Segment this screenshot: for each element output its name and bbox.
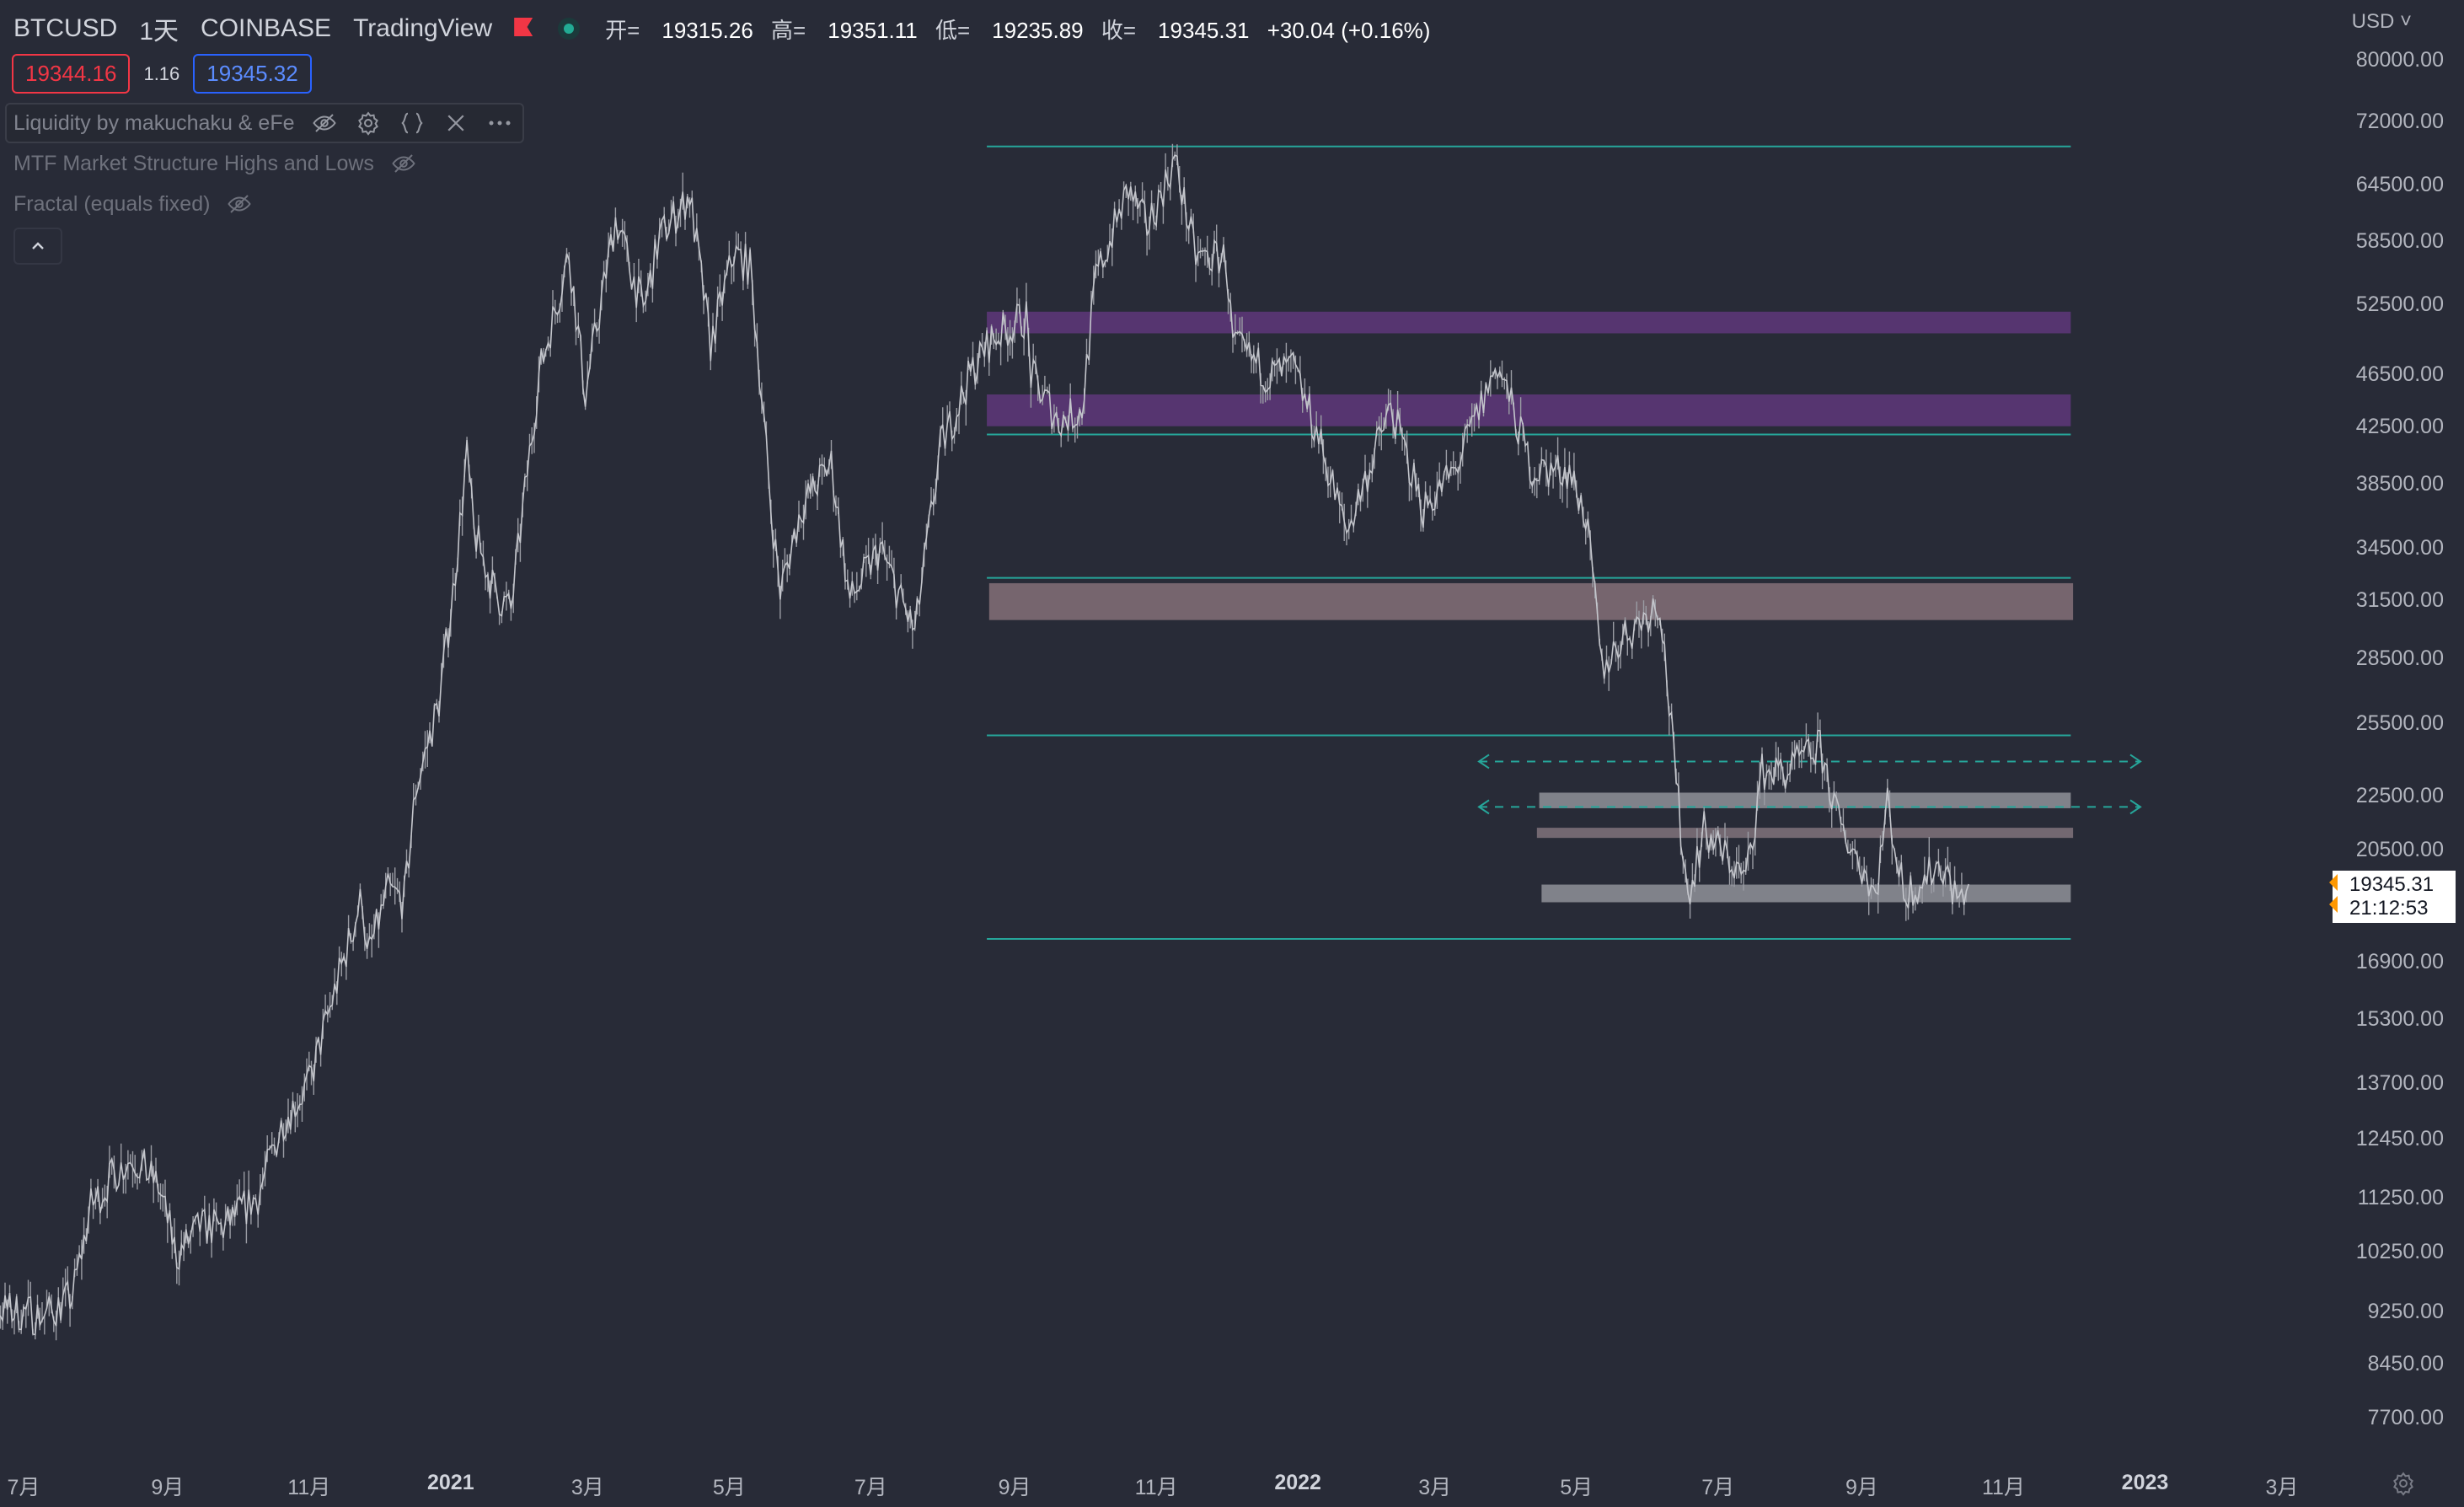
chart-settings-button[interactable] [2386, 1467, 2420, 1500]
last-price-value: 19345.31 [2349, 873, 2435, 896]
indicator-label: MTF Market Structure Highs and Lows [13, 151, 374, 175]
high-label: 高= [771, 17, 806, 43]
price-tick: 58500.00 [2355, 229, 2444, 254]
gear-icon [2393, 1472, 2413, 1496]
sell-button[interactable]: 19344.16 [12, 54, 131, 94]
indicator-fractal[interactable]: Fractal (equals fixed) [5, 185, 254, 223]
price-tick: 13700.00 [2355, 1071, 2444, 1096]
time-tick: 9月 [998, 1476, 1031, 1499]
high-value: 19351.11 [828, 17, 918, 43]
interval-label[interactable]: 1天 [139, 18, 179, 46]
more-icon[interactable] [485, 109, 514, 137]
arrow-right-icon [2129, 799, 2142, 815]
time-tick: 11月 [287, 1476, 331, 1499]
time-tick: 7月 [1701, 1476, 1735, 1499]
price-tick: 31500.00 [2355, 588, 2444, 613]
exchange-label: COINBASE [201, 14, 332, 42]
price-tick: 7700.00 [2367, 1406, 2444, 1429]
time-tick: 9月 [1845, 1476, 1878, 1499]
price-tick: 42500.00 [2355, 415, 2444, 439]
time-tick: 7月 [7, 1476, 40, 1499]
price-tick: 9250.00 [2367, 1299, 2444, 1323]
eye-off-icon[interactable] [389, 149, 418, 178]
price-series-line[interactable] [0, 154, 1969, 1336]
arrow-right-icon [2129, 754, 2142, 770]
price-tick: 46500.00 [2355, 362, 2444, 387]
time-tick: 2022 [1274, 1471, 1321, 1494]
collapse-indicators-button[interactable] [13, 228, 62, 265]
spread-value: 1.16 [143, 62, 180, 84]
time-tick: 11月 [1134, 1476, 1178, 1499]
eye-off-icon[interactable] [225, 190, 254, 218]
price-tick: 20500.00 [2355, 838, 2444, 862]
price-tick: 28500.00 [2355, 646, 2444, 671]
low-value: 19235.89 [992, 17, 1084, 43]
time-tick: 3月 [2265, 1476, 2299, 1499]
last-price-label: 19345.31 21:12:53 [2329, 871, 2456, 923]
buy-button[interactable]: 19345.32 [193, 54, 312, 94]
source-code-icon[interactable] [398, 109, 426, 137]
price-tick: 34500.00 [2355, 535, 2444, 560]
flag-icon[interactable] [514, 18, 533, 40]
close-icon[interactable] [442, 109, 470, 137]
symbol-header: BTCUSD 1天 COINBASE TradingView 开= 19315.2… [13, 10, 1442, 47]
price-tick: 25500.00 [2355, 711, 2444, 735]
bar-countdown: 21:12:53 [2349, 897, 2429, 920]
time-tick: 9月 [151, 1476, 185, 1499]
price-tick: 64500.00 [2355, 173, 2444, 197]
indicator-label: Liquidity by makuchaku & eFe [13, 110, 295, 135]
arrow-left-icon [1477, 799, 1490, 815]
liquidity-zone-1[interactable] [987, 311, 2071, 334]
time-tick: 3月 [1418, 1476, 1452, 1499]
quote-buttons: 19344.16 1.16 19345.32 [12, 54, 312, 94]
open-value: 19315.26 [662, 17, 753, 43]
time-tick: 2023 [2121, 1471, 2169, 1494]
price-tick: 52500.00 [2355, 292, 2444, 316]
time-tick: 2021 [426, 1471, 474, 1494]
open-label: 开= [605, 17, 640, 43]
price-tick: 12450.00 [2355, 1127, 2444, 1151]
market-status-icon [558, 18, 581, 40]
indicator-liquidity[interactable]: Liquidity by makuchaku & eFe [5, 103, 524, 143]
time-tick: 5月 [712, 1476, 746, 1499]
time-tick: 3月 [570, 1476, 604, 1499]
time-tick: 11月 [1981, 1476, 2025, 1499]
change-value: +30.04 (+0.16%) [1267, 17, 1431, 43]
price-tick: 38500.00 [2355, 472, 2444, 496]
price-tick: 8450.00 [2367, 1352, 2444, 1376]
indicator-label: Fractal (equals fixed) [13, 191, 211, 216]
arrow-left-icon [1477, 754, 1490, 770]
chevron-up-icon [32, 242, 44, 249]
price-tick: 72000.00 [2355, 109, 2444, 133]
price-tick: 15300.00 [2355, 1007, 2444, 1032]
ohlc-values: 开= 19315.26 高= 19351.11 低= 19235.89 收= 19345… [605, 13, 1442, 45]
time-tick: 5月 [1560, 1476, 1594, 1499]
price-tick: 10250.00 [2355, 1240, 2444, 1264]
close-label: 收= [1101, 17, 1137, 43]
currency-selector[interactable]: USD ˅ [2351, 10, 2412, 33]
price-tick: 80000.00 [2355, 48, 2444, 72]
liquidity-zone-6[interactable] [1541, 884, 2071, 903]
currency-label: USD [2351, 10, 2395, 33]
liquidity-zone-2[interactable] [987, 394, 2071, 426]
indicator-mtf-structure[interactable]: MTF Market Structure Highs and Lows [5, 145, 418, 182]
liquidity-zone-3[interactable] [988, 582, 2074, 620]
time-tick: 7月 [854, 1476, 887, 1499]
eye-off-icon[interactable] [310, 109, 339, 137]
price-tick: 22500.00 [2355, 784, 2444, 808]
liquidity-zone-5[interactable] [1536, 828, 2074, 839]
price-tick: 11250.00 [2357, 1186, 2444, 1210]
price-tick: 16900.00 [2355, 949, 2444, 973]
symbol-name[interactable]: BTCUSD [13, 14, 118, 42]
settings-icon[interactable] [354, 109, 383, 137]
low-label: 低= [935, 17, 971, 43]
liquidity-zone-4[interactable] [1539, 792, 2071, 808]
close-value: 19345.31 [1158, 17, 1250, 43]
source-label: TradingView [353, 14, 493, 42]
